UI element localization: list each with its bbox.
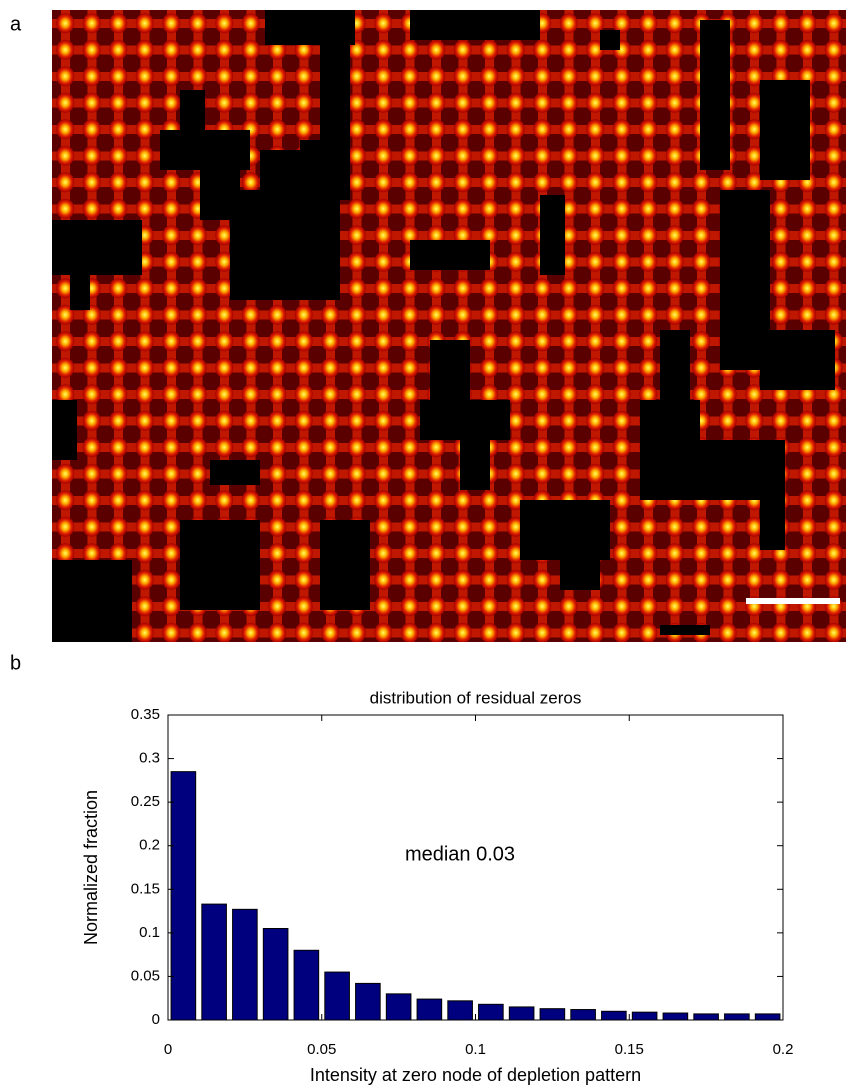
bar [201, 903, 227, 1021]
bar [416, 998, 443, 1021]
chart-title: distribution of residual zeros [370, 688, 582, 707]
y-tick-label: 0.25 [131, 793, 160, 810]
x-tick-label: 0.15 [615, 1041, 644, 1058]
bar [662, 1012, 689, 1021]
y-tick-label: 0.2 [139, 837, 160, 854]
scale-bar [746, 598, 840, 604]
bar [693, 1013, 719, 1021]
y-axis-label: Normalized fraction [81, 790, 101, 945]
x-tick-label: 0 [164, 1041, 172, 1058]
bar [754, 1013, 781, 1021]
y-tick-label: 0.05 [131, 967, 160, 984]
y-tick-label: 0 [152, 1011, 160, 1028]
x-tick-label: 0.2 [773, 1041, 794, 1058]
bar [262, 928, 289, 1021]
bar [355, 982, 381, 1021]
bar [570, 1009, 596, 1021]
bar [631, 1011, 658, 1021]
chart: 0 0.05 0.1 0.15 0.2 0.25 0.3 0.35 0 0.05 0.1 0.15 0.… [81, 688, 794, 1084]
bar [478, 1003, 504, 1021]
annotation: median 0.03 [405, 843, 515, 865]
panel-label: b [10, 652, 21, 674]
microscopy-image [52, 10, 846, 642]
y-tick-label: 0.3 [139, 750, 160, 767]
bar [601, 1010, 627, 1021]
bar [293, 949, 320, 1021]
x-axis-label: Intensity at zero node of depletion patt… [310, 1065, 641, 1085]
y-tick-label: 0.35 [131, 706, 160, 723]
bar [170, 771, 197, 1021]
plot-area [168, 715, 783, 1020]
bar [539, 1008, 566, 1021]
y-tick-label: 0.15 [131, 880, 160, 897]
x-tick-label: 0.1 [465, 1041, 486, 1058]
panel-label: a [10, 13, 22, 35]
bar [385, 993, 412, 1021]
bar [232, 908, 258, 1021]
bar [508, 1006, 535, 1021]
x-tick-label: 0.05 [307, 1041, 336, 1058]
bar [324, 971, 350, 1021]
bar [447, 1000, 473, 1021]
bar [724, 1013, 750, 1021]
y-tick-label: 0.1 [139, 924, 160, 941]
